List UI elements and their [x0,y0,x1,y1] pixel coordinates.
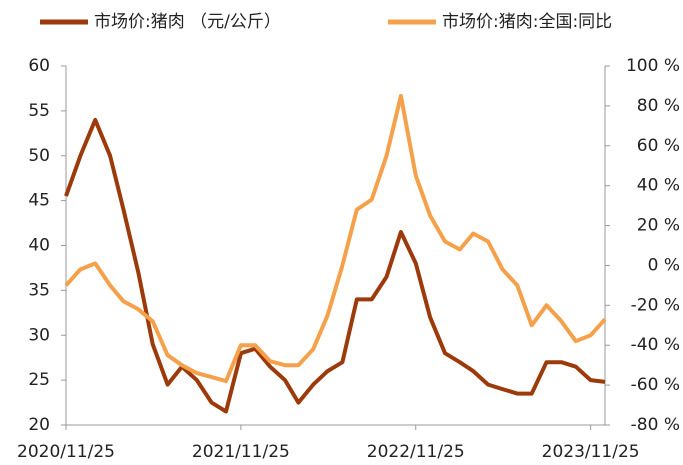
legend-label: 市场价:猪肉:全国:同比 [442,12,612,32]
x-tick-label: 2023/11/25 [542,442,640,462]
series-line [64,93,607,384]
x-tick-label: 2020/11/25 [17,442,115,462]
y2-tick-label: 40 % [637,176,680,196]
y-tick-label: 50 [28,146,50,166]
y2-tick-label: 20 % [637,216,680,236]
y2-tick-label: 60 % [637,136,680,156]
x-tick-label: 2021/11/25 [192,442,290,462]
y2-tick-label: -20 % [631,295,680,315]
y2-tick-label: -60 % [631,375,680,395]
y-tick-label: 25 [28,370,50,390]
y-tick-label: 55 [28,101,50,121]
y2-tick-label: 100 % [626,56,680,76]
series-line [64,117,606,414]
y2-tick-label: 0 % [648,255,680,275]
y-tick-label: 60 [28,56,50,76]
x-tick-label: 2022/11/25 [367,442,465,462]
y2-tick-label: 80 % [637,96,680,116]
y2-tick-label: -80 % [631,415,680,435]
y-tick-label: 40 [28,236,50,256]
legend-label: 市场价:猪肉 （元/公斤） [94,12,281,32]
y-tick-label: 30 [28,325,50,345]
y-tick-label: 45 [28,191,50,211]
y2-tick-label: -40 % [631,335,680,355]
y-tick-label: 35 [28,280,50,300]
y-tick-label: 20 [28,415,50,435]
